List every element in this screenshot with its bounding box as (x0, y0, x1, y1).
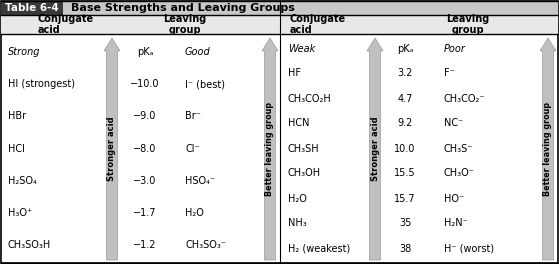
Text: 3.2: 3.2 (397, 68, 413, 78)
Text: 10.0: 10.0 (394, 144, 416, 153)
Text: HF: HF (288, 68, 301, 78)
FancyArrow shape (104, 38, 120, 260)
Text: Cl⁻: Cl⁻ (185, 144, 200, 153)
Text: Leaving
group: Leaving group (447, 14, 490, 35)
Text: pKₐ: pKₐ (137, 47, 153, 57)
Text: CH₃O⁻: CH₃O⁻ (444, 168, 475, 178)
Text: H₃O⁺: H₃O⁺ (8, 208, 32, 218)
Text: −1.2: −1.2 (133, 240, 157, 250)
Text: CH₃SH: CH₃SH (288, 144, 320, 153)
Text: HBr: HBr (8, 111, 26, 121)
Bar (1, 1, 63, 15)
FancyArrow shape (540, 38, 556, 260)
Text: Stronger acid: Stronger acid (107, 117, 116, 181)
Text: −8.0: −8.0 (133, 144, 157, 153)
Text: Better leaving group: Better leaving group (543, 102, 552, 196)
Text: HO⁻: HO⁻ (444, 194, 464, 204)
Text: CH₃CO₂⁻: CH₃CO₂⁻ (444, 93, 486, 103)
Text: Table 6-4: Table 6-4 (5, 3, 59, 13)
Text: NH₃: NH₃ (288, 219, 307, 229)
Text: HCl: HCl (8, 144, 25, 153)
Text: HCN: HCN (288, 119, 310, 129)
Text: Good: Good (185, 47, 211, 57)
FancyArrow shape (262, 38, 278, 260)
Text: −1.7: −1.7 (133, 208, 157, 218)
Text: Better leaving group: Better leaving group (266, 102, 274, 196)
Text: pKₐ: pKₐ (397, 44, 413, 54)
Text: Poor: Poor (444, 44, 466, 54)
Text: H₂ (weakest): H₂ (weakest) (288, 243, 350, 253)
Text: CH₃S⁻: CH₃S⁻ (444, 144, 473, 153)
Text: −3.0: −3.0 (133, 176, 157, 186)
Text: −10.0: −10.0 (130, 79, 160, 89)
Text: 9.2: 9.2 (397, 119, 413, 129)
Text: H₂SO₄: H₂SO₄ (8, 176, 37, 186)
Text: Leaving
group: Leaving group (163, 14, 207, 35)
Text: H₂N⁻: H₂N⁻ (444, 219, 468, 229)
Text: H⁻ (worst): H⁻ (worst) (444, 243, 494, 253)
Text: HSO₄⁻: HSO₄⁻ (185, 176, 215, 186)
Bar (1, 15, 558, 34)
Text: CH₃SO₃⁻: CH₃SO₃⁻ (185, 240, 226, 250)
Text: HI (strongest): HI (strongest) (8, 79, 75, 89)
FancyArrow shape (367, 38, 383, 260)
Text: Conjugate
acid: Conjugate acid (290, 14, 346, 35)
Text: Conjugate
acid: Conjugate acid (38, 14, 94, 35)
Text: NC⁻: NC⁻ (444, 119, 463, 129)
Bar (1, 1, 558, 15)
Text: Br⁻: Br⁻ (185, 111, 201, 121)
Text: 15.7: 15.7 (394, 194, 416, 204)
Text: CH₃OH: CH₃OH (288, 168, 321, 178)
Text: F⁻: F⁻ (444, 68, 455, 78)
Text: 38: 38 (399, 243, 411, 253)
Text: Stronger acid: Stronger acid (371, 117, 380, 181)
Text: 4.7: 4.7 (397, 93, 413, 103)
Text: I⁻ (best): I⁻ (best) (185, 79, 225, 89)
Text: 35: 35 (399, 219, 411, 229)
Text: 15.5: 15.5 (394, 168, 416, 178)
Text: H₂O: H₂O (185, 208, 204, 218)
Text: H₂O: H₂O (288, 194, 307, 204)
Text: Strong: Strong (8, 47, 40, 57)
Text: Weak: Weak (288, 44, 315, 54)
Text: CH₃CO₂H: CH₃CO₂H (288, 93, 331, 103)
Text: Base Strengths and Leaving Groups: Base Strengths and Leaving Groups (71, 3, 295, 13)
Text: CH₃SO₃H: CH₃SO₃H (8, 240, 51, 250)
Text: −9.0: −9.0 (133, 111, 157, 121)
